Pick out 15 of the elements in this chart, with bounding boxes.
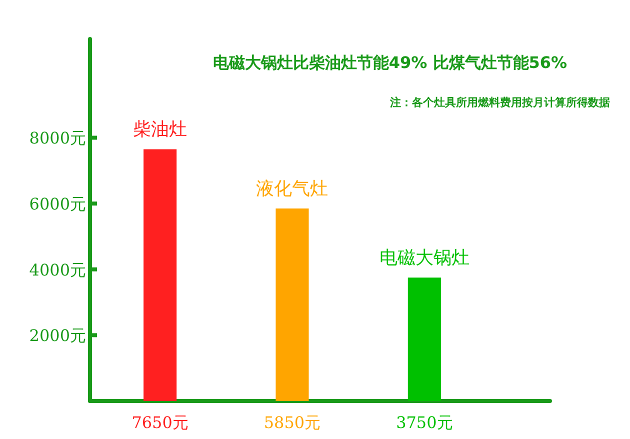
- bar: [276, 208, 309, 401]
- y-tick-label: 2000元: [29, 326, 86, 346]
- y-tick-label: 4000元: [29, 260, 86, 280]
- y-tick-label: 6000元: [29, 194, 86, 214]
- annotation: 注：各个灶具所用燃料费用按月计算所得数据: [389, 96, 610, 109]
- text: 电磁大锅灶比柴油灶节能49% 比煤气灶节能56%: [212, 53, 568, 72]
- x-tick-label: 柴油灶: [133, 119, 188, 140]
- x-tick-label: 电磁大锅灶: [379, 248, 470, 269]
- x-tick-label: 液化气灶: [256, 178, 328, 200]
- y-tick-label: 8000元: [29, 128, 86, 148]
- data-label: 7650元: [132, 413, 188, 432]
- bar: [144, 149, 177, 401]
- bar: [408, 278, 441, 401]
- data-label: 5850元: [264, 413, 321, 432]
- data-label: 3750元: [396, 413, 453, 432]
